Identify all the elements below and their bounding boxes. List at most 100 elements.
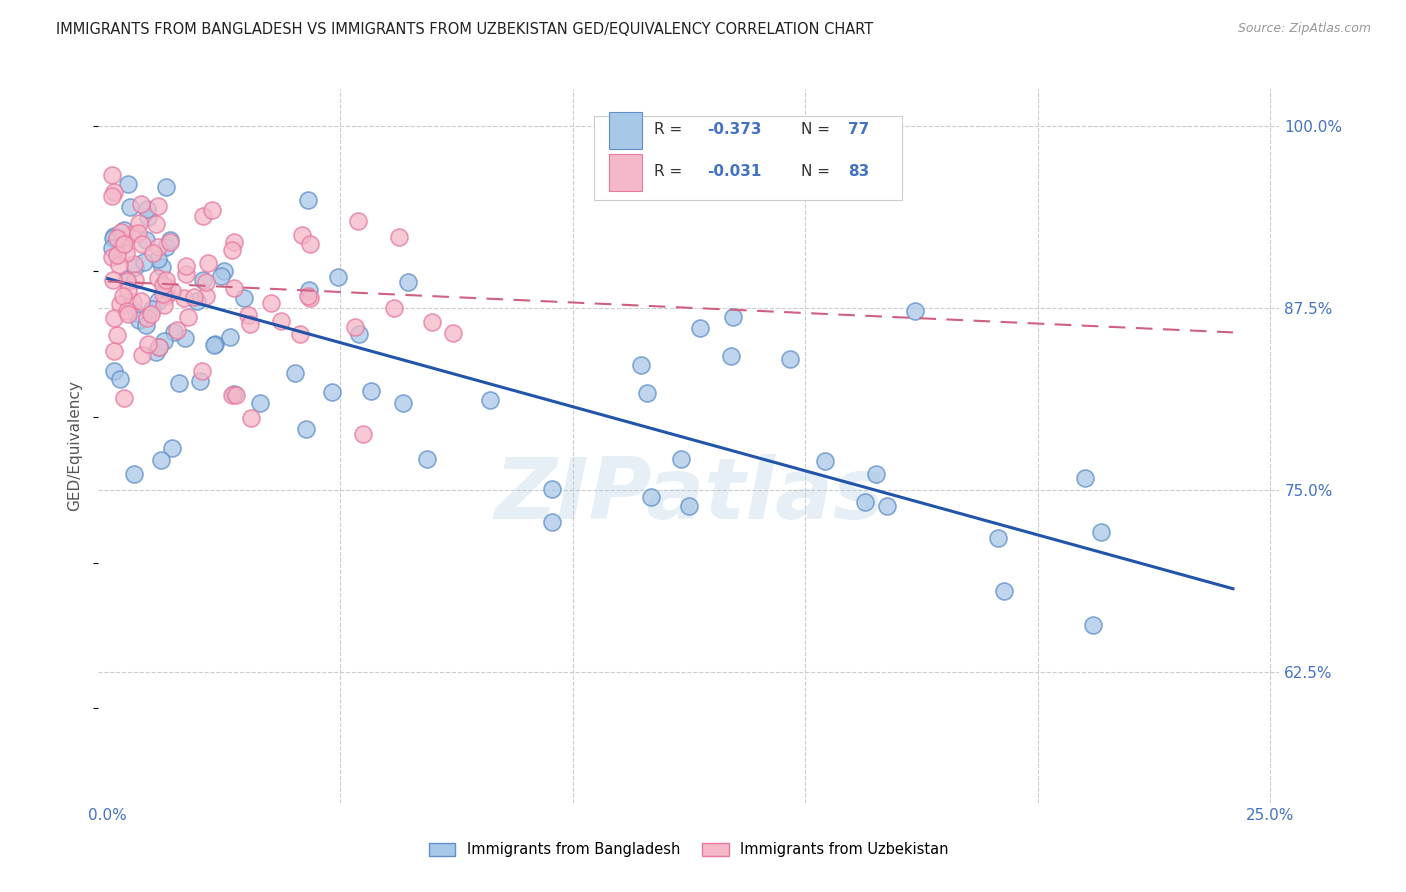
Point (224, 387, 246, 401)
Point (671, 452, 693, 467)
Point (640, 490, 662, 504)
Point (108, 297, 131, 311)
Point (221, 243, 243, 257)
Point (225, 388, 247, 402)
Point (1083, 617, 1105, 632)
Point (146, 293, 169, 308)
Point (115, 274, 138, 288)
Point (689, 321, 711, 335)
Point (174, 267, 197, 281)
Point (233, 291, 256, 305)
Point (191, 364, 214, 378)
Point (141, 302, 163, 317)
Point (191, 273, 214, 287)
Point (107, 328, 129, 343)
Point (129, 197, 152, 211)
Point (297, 289, 319, 303)
Text: IMMIGRANTS FROM BANGLADESH VS IMMIGRANTS FROM UZBEKISTAN GED/EQUIVALENCY CORRELA: IMMIGRANTS FROM BANGLADESH VS IMMIGRANTS… (56, 22, 873, 37)
Point (204, 337, 226, 351)
Text: Source: ZipAtlas.com: Source: ZipAtlas.com (1237, 22, 1371, 36)
Point (122, 257, 145, 271)
Point (221, 388, 243, 402)
Text: N =: N = (801, 122, 835, 137)
Point (122, 295, 145, 310)
Point (352, 427, 374, 442)
Point (134, 255, 156, 269)
Point (347, 326, 370, 341)
FancyBboxPatch shape (595, 116, 901, 200)
Point (721, 310, 744, 325)
Point (876, 499, 898, 513)
Point (541, 515, 564, 529)
Point (416, 452, 439, 467)
Point (118, 200, 141, 214)
Point (159, 233, 181, 247)
Point (176, 310, 198, 325)
Text: 83: 83 (848, 164, 870, 179)
Point (678, 499, 700, 513)
Point (321, 384, 343, 399)
Point (105, 248, 128, 262)
Point (987, 531, 1010, 545)
Point (993, 583, 1015, 598)
Point (174, 259, 197, 273)
Point (108, 258, 131, 272)
Point (173, 331, 195, 345)
Point (392, 396, 415, 410)
Point (112, 289, 135, 303)
Point (239, 317, 262, 331)
Point (149, 453, 172, 467)
Point (141, 307, 163, 321)
Point (212, 264, 235, 278)
Point (1073, 471, 1095, 485)
Bar (609, 112, 641, 149)
Point (148, 340, 170, 354)
Point (135, 318, 157, 333)
Point (360, 384, 382, 398)
Point (110, 226, 132, 240)
Point (127, 226, 149, 240)
Point (236, 308, 259, 322)
Point (121, 227, 143, 242)
Point (298, 283, 321, 297)
Point (188, 375, 211, 389)
Point (382, 301, 405, 315)
Point (163, 326, 186, 340)
Point (129, 294, 152, 309)
Text: -0.373: -0.373 (707, 122, 761, 137)
Point (117, 284, 139, 298)
Point (135, 311, 157, 326)
Point (153, 334, 176, 348)
Point (115, 304, 138, 318)
Point (136, 337, 159, 351)
Point (103, 229, 125, 244)
Point (630, 358, 652, 372)
Point (135, 233, 157, 247)
Point (209, 269, 232, 284)
Point (114, 246, 136, 260)
Text: N =: N = (801, 164, 835, 179)
Point (299, 237, 322, 252)
Point (636, 386, 658, 401)
Point (167, 376, 190, 391)
Point (131, 348, 153, 362)
Point (441, 326, 464, 340)
Point (101, 168, 124, 182)
Point (145, 344, 167, 359)
Point (125, 305, 148, 319)
Point (346, 214, 368, 228)
Point (155, 240, 177, 254)
Point (105, 231, 128, 245)
Point (720, 349, 742, 363)
Point (159, 235, 181, 250)
Point (142, 246, 165, 260)
Point (148, 199, 170, 213)
Point (103, 230, 125, 244)
Point (124, 260, 146, 274)
Point (479, 393, 502, 408)
Point (152, 278, 174, 293)
Bar (609, 153, 641, 191)
Text: R =: R = (654, 122, 686, 137)
Point (111, 239, 134, 253)
Point (146, 270, 169, 285)
